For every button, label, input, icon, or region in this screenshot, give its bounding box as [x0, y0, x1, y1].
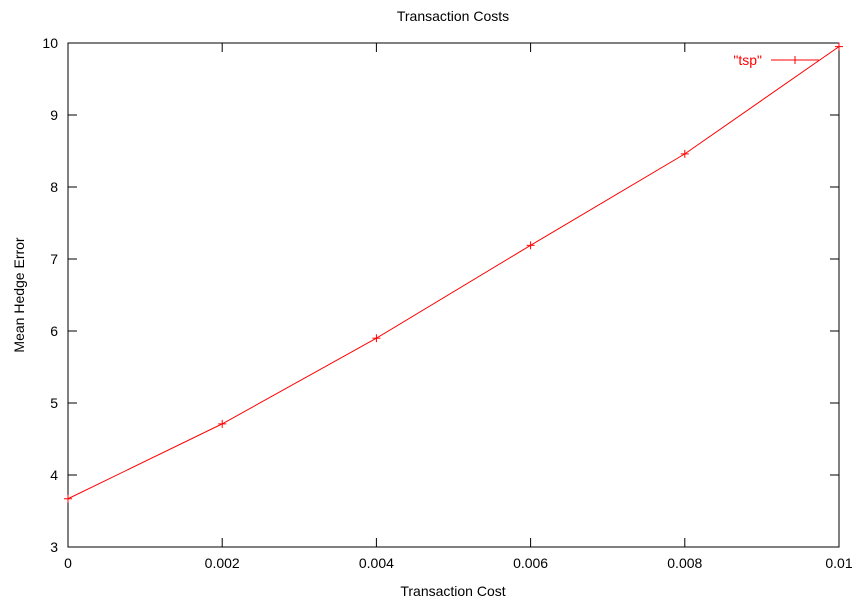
x-tick-label: 0.008: [667, 555, 702, 571]
y-axis: 3 4 5 6 7 8 9 10: [42, 35, 839, 555]
x-tick-label: 0: [64, 555, 72, 571]
data-point: [64, 494, 72, 503]
legend: "tsp": [733, 52, 819, 68]
x-axis: 0 0.002 0.004 0.006 0.008 0.01: [64, 43, 853, 571]
y-tick-label: 8: [50, 179, 58, 195]
data-point: [526, 241, 535, 250]
y-tick-label: 4: [50, 467, 58, 483]
x-tick-label: 0.002: [205, 555, 240, 571]
data-point: [835, 42, 843, 51]
x-tick-label: 0.006: [513, 555, 548, 571]
x-tick-label: 0.01: [825, 555, 852, 571]
y-tick-label: 7: [50, 251, 58, 267]
x-tick-label: 0.004: [359, 555, 394, 571]
data-point: [218, 419, 227, 428]
legend-label: "tsp": [733, 52, 762, 68]
y-tick-label: 3: [50, 539, 58, 555]
y-tick-label: 10: [42, 35, 58, 51]
series-line: [67, 46, 840, 500]
y-tick-label: 5: [50, 395, 58, 411]
plot-frame: [67, 42, 840, 548]
x-axis-title: Transaction Cost: [400, 583, 505, 599]
y-tick-label: 6: [50, 323, 58, 339]
chart-title: Transaction Costs: [397, 8, 509, 24]
data-point: [680, 149, 689, 158]
data-point: [372, 334, 381, 343]
y-tick-label: 9: [50, 107, 58, 123]
legend-marker: [791, 56, 799, 64]
y-axis-title: Mean Hedge Error: [11, 237, 27, 353]
series-layer: [64, 42, 843, 503]
